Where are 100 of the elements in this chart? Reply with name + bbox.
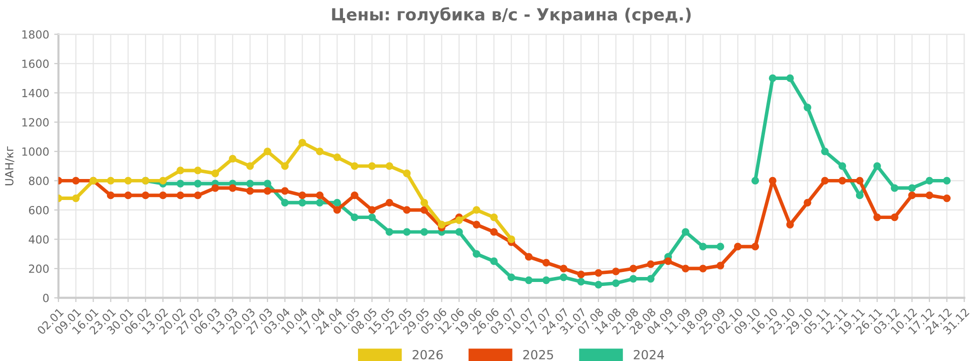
point bbox=[228, 184, 236, 192]
point bbox=[124, 176, 132, 185]
point bbox=[368, 213, 376, 222]
point bbox=[594, 280, 602, 288]
point bbox=[316, 192, 324, 200]
point bbox=[176, 192, 184, 200]
point bbox=[176, 180, 184, 188]
legend-label: 2024 bbox=[634, 350, 664, 360]
point bbox=[403, 206, 411, 214]
point bbox=[211, 184, 220, 192]
point bbox=[542, 276, 550, 284]
y-tick-label: 0 bbox=[43, 294, 49, 302]
point bbox=[350, 162, 358, 170]
point bbox=[159, 192, 167, 200]
point bbox=[804, 198, 812, 206]
point bbox=[106, 176, 115, 185]
y-tick-label: 200 bbox=[29, 264, 49, 273]
point bbox=[438, 220, 446, 228]
y-tick-label: 800 bbox=[28, 176, 49, 186]
point bbox=[786, 74, 794, 82]
point bbox=[106, 192, 115, 200]
point bbox=[455, 216, 463, 224]
point bbox=[890, 213, 898, 222]
point bbox=[612, 279, 620, 288]
point bbox=[472, 206, 480, 214]
point bbox=[524, 276, 533, 284]
point bbox=[490, 257, 498, 266]
point bbox=[420, 228, 428, 236]
point bbox=[264, 148, 272, 156]
point bbox=[194, 192, 202, 200]
point bbox=[804, 104, 812, 112]
point bbox=[246, 162, 254, 170]
point bbox=[472, 220, 480, 228]
point bbox=[594, 269, 602, 277]
point bbox=[386, 162, 394, 170]
point bbox=[751, 242, 760, 250]
point bbox=[298, 192, 306, 200]
point bbox=[281, 198, 289, 206]
y-axis-title: UAH/кг bbox=[5, 146, 14, 186]
point bbox=[281, 162, 289, 170]
point bbox=[751, 176, 760, 185]
point bbox=[612, 268, 620, 276]
point bbox=[908, 184, 916, 192]
point bbox=[943, 194, 951, 202]
point bbox=[856, 192, 864, 200]
point bbox=[246, 180, 254, 188]
point bbox=[716, 262, 724, 270]
point bbox=[873, 213, 881, 222]
point bbox=[577, 270, 585, 278]
point bbox=[298, 138, 306, 146]
point bbox=[873, 162, 881, 170]
point bbox=[194, 180, 202, 188]
point bbox=[333, 153, 341, 162]
point bbox=[786, 220, 794, 228]
point bbox=[72, 194, 80, 202]
y-tick-label: 1400 bbox=[22, 88, 49, 98]
legend-label: 2025 bbox=[523, 350, 554, 360]
point bbox=[682, 264, 690, 272]
y-tick-label: 1200 bbox=[22, 118, 49, 127]
point bbox=[699, 242, 707, 250]
point bbox=[368, 206, 376, 214]
point bbox=[926, 192, 934, 200]
point bbox=[838, 176, 846, 185]
point bbox=[455, 228, 463, 236]
point bbox=[490, 213, 498, 222]
point bbox=[560, 274, 568, 282]
point bbox=[768, 74, 776, 82]
point bbox=[228, 154, 236, 163]
point bbox=[72, 176, 80, 185]
point bbox=[159, 176, 167, 185]
point bbox=[734, 242, 742, 250]
point bbox=[560, 264, 568, 272]
point bbox=[577, 278, 585, 286]
point bbox=[316, 198, 324, 206]
point bbox=[420, 206, 428, 214]
point bbox=[838, 162, 846, 170]
point bbox=[542, 258, 550, 267]
point bbox=[298, 198, 306, 206]
point bbox=[403, 170, 411, 178]
point bbox=[333, 198, 341, 206]
point bbox=[264, 180, 272, 188]
point bbox=[821, 176, 829, 185]
point bbox=[368, 162, 376, 170]
point bbox=[908, 192, 916, 200]
y-tick-label: 1000 bbox=[22, 147, 49, 156]
point bbox=[646, 274, 655, 283]
y-tick-label: 1600 bbox=[22, 60, 49, 68]
point bbox=[246, 187, 254, 195]
point bbox=[646, 260, 655, 268]
point bbox=[926, 176, 934, 185]
point bbox=[124, 192, 132, 200]
point bbox=[350, 192, 358, 200]
point bbox=[316, 148, 324, 156]
y-tick-label: 600 bbox=[28, 206, 49, 214]
chart-title: Цены: голубика в/с - Украина (сред.) bbox=[332, 7, 691, 24]
point bbox=[890, 184, 898, 192]
point bbox=[856, 176, 864, 185]
point bbox=[350, 213, 358, 222]
point bbox=[508, 235, 516, 244]
y-tick-label: 1800 bbox=[22, 30, 49, 39]
